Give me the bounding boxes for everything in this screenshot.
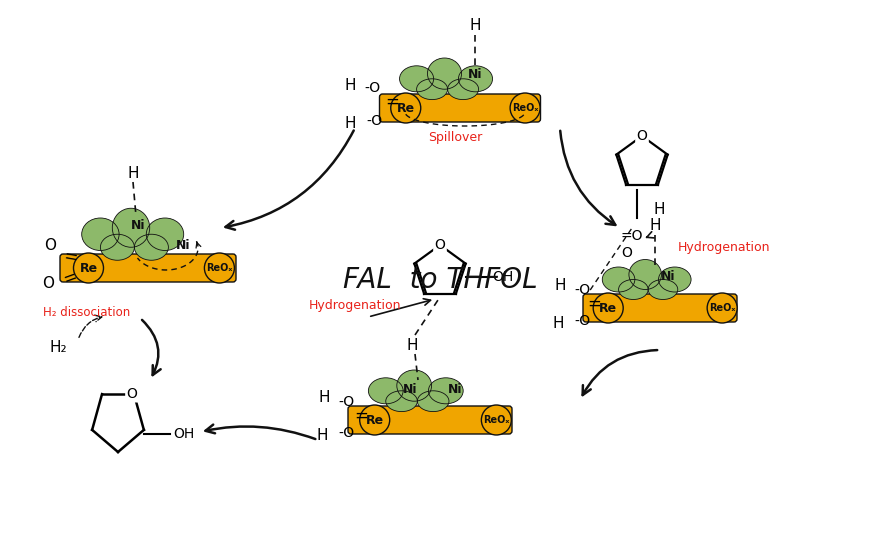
- Circle shape: [391, 93, 421, 123]
- Ellipse shape: [386, 391, 417, 412]
- Text: H: H: [553, 316, 564, 331]
- Text: H: H: [406, 337, 417, 352]
- Text: =O: =O: [621, 229, 643, 243]
- Ellipse shape: [417, 79, 447, 100]
- Text: =: =: [62, 247, 79, 267]
- Ellipse shape: [429, 378, 463, 404]
- Circle shape: [510, 93, 540, 123]
- Ellipse shape: [368, 378, 403, 404]
- Text: -O: -O: [367, 114, 383, 128]
- Ellipse shape: [659, 267, 691, 292]
- Ellipse shape: [134, 234, 168, 260]
- Text: Hydrogenation: Hydrogenation: [309, 299, 402, 311]
- Text: H: H: [345, 115, 356, 130]
- Circle shape: [74, 253, 103, 283]
- Text: O: O: [622, 246, 632, 260]
- FancyBboxPatch shape: [60, 254, 236, 282]
- Ellipse shape: [82, 218, 119, 250]
- Text: Re: Re: [366, 413, 384, 427]
- Ellipse shape: [112, 208, 150, 247]
- Text: -O: -O: [574, 314, 590, 328]
- FancyArrowPatch shape: [205, 425, 316, 439]
- Text: Spillover: Spillover: [428, 131, 482, 145]
- FancyBboxPatch shape: [348, 406, 512, 434]
- Text: O: O: [45, 239, 56, 254]
- Text: Re: Re: [396, 101, 415, 114]
- Text: OH: OH: [492, 270, 513, 284]
- Text: Re: Re: [599, 302, 617, 315]
- Text: -O: -O: [339, 426, 355, 440]
- Circle shape: [360, 405, 389, 435]
- Ellipse shape: [396, 370, 431, 401]
- Text: Ni: Ni: [467, 68, 482, 81]
- FancyArrowPatch shape: [225, 130, 353, 230]
- Ellipse shape: [629, 260, 661, 289]
- Text: Ni: Ni: [660, 271, 675, 284]
- Ellipse shape: [100, 234, 134, 260]
- Ellipse shape: [618, 279, 648, 300]
- Text: -O: -O: [365, 81, 381, 95]
- Text: H: H: [317, 428, 329, 444]
- Text: O: O: [42, 277, 54, 292]
- Text: H: H: [653, 202, 665, 217]
- Text: H: H: [345, 78, 356, 93]
- Text: O: O: [435, 238, 446, 252]
- Text: ReOₓ: ReOₓ: [709, 303, 735, 313]
- Ellipse shape: [417, 391, 449, 412]
- Text: ReOₓ: ReOₓ: [206, 263, 232, 273]
- Ellipse shape: [459, 66, 493, 92]
- Ellipse shape: [146, 218, 183, 250]
- Text: H: H: [554, 279, 566, 294]
- Text: O: O: [126, 387, 138, 401]
- Ellipse shape: [602, 267, 635, 292]
- Circle shape: [204, 253, 234, 283]
- FancyArrowPatch shape: [582, 350, 657, 395]
- Text: -O: -O: [574, 283, 590, 297]
- Circle shape: [481, 405, 511, 435]
- Circle shape: [707, 293, 738, 323]
- Text: H: H: [319, 390, 331, 405]
- Text: Hydrogenation: Hydrogenation: [678, 241, 771, 255]
- Text: H: H: [649, 218, 660, 233]
- Text: OH: OH: [173, 427, 194, 441]
- Ellipse shape: [400, 66, 433, 92]
- FancyBboxPatch shape: [583, 294, 737, 322]
- Text: =: =: [60, 266, 79, 288]
- Text: H₂ dissociation: H₂ dissociation: [43, 307, 131, 319]
- FancyBboxPatch shape: [380, 94, 540, 122]
- Circle shape: [593, 293, 624, 323]
- Text: Ni: Ni: [448, 383, 462, 396]
- Ellipse shape: [427, 58, 461, 89]
- FancyArrowPatch shape: [142, 320, 160, 375]
- Text: =: =: [385, 93, 399, 111]
- Text: FAL  to THFOL: FAL to THFOL: [343, 266, 538, 294]
- FancyArrowPatch shape: [560, 131, 616, 225]
- Ellipse shape: [447, 79, 479, 100]
- Text: =: =: [353, 407, 367, 425]
- Text: O: O: [637, 129, 647, 143]
- Ellipse shape: [648, 279, 678, 300]
- Text: Re: Re: [80, 262, 97, 274]
- Text: Ni: Ni: [403, 383, 417, 396]
- Text: ReOₓ: ReOₓ: [512, 103, 538, 113]
- Text: -O: -O: [339, 395, 355, 409]
- Text: H₂: H₂: [49, 341, 67, 356]
- Text: ReOₓ: ReOₓ: [483, 415, 510, 425]
- Text: H: H: [469, 19, 481, 34]
- Text: =: =: [588, 295, 601, 313]
- Text: H: H: [127, 166, 139, 180]
- Text: Ni: Ni: [131, 219, 146, 232]
- Text: Ni: Ni: [175, 239, 190, 252]
